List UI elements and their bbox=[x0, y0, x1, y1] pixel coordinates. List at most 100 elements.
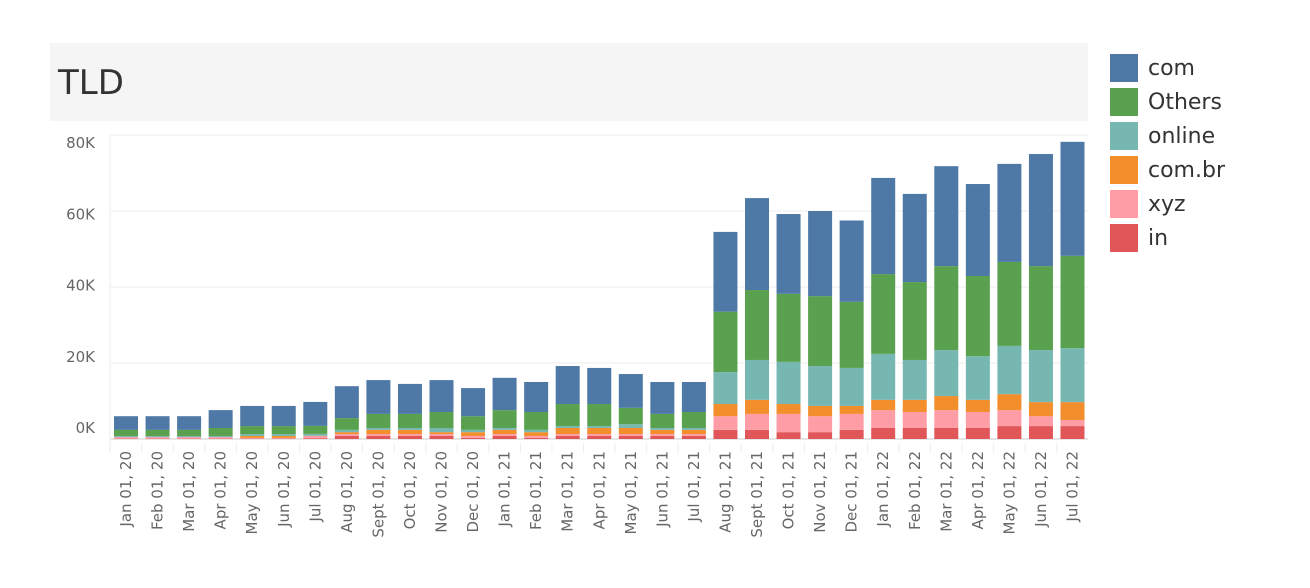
bar-segment-online bbox=[839, 367, 864, 406]
bar-segment-com-br bbox=[240, 435, 265, 438]
bar-segment-com bbox=[618, 374, 643, 408]
legend-swatch bbox=[1110, 122, 1138, 150]
bar-segment-others bbox=[902, 282, 927, 360]
bar-segment-others bbox=[524, 412, 549, 430]
chart-title: TLD bbox=[58, 63, 124, 103]
bar-segment-online bbox=[1060, 348, 1085, 403]
bar-segment-com-br bbox=[871, 399, 896, 411]
bar-segment-xyz bbox=[902, 412, 927, 428]
bar-segment-xyz bbox=[934, 410, 959, 428]
bar-segment-xyz bbox=[208, 437, 233, 439]
bar-segment-com bbox=[114, 416, 138, 430]
x-tick-label: Apr 01, 21 bbox=[590, 451, 608, 529]
bar-segment-online bbox=[366, 427, 391, 430]
bar-segment-in bbox=[555, 435, 580, 439]
bar-segment-in bbox=[997, 426, 1022, 439]
bar-segment-com-br bbox=[839, 405, 864, 414]
bar-segment-online bbox=[177, 435, 202, 438]
bar-segment-others bbox=[965, 275, 990, 357]
bar-segment-com-br bbox=[271, 435, 296, 438]
y-tick-label: 60K bbox=[66, 205, 96, 223]
bar-segment-online bbox=[713, 372, 738, 405]
bar-segment-xyz bbox=[177, 437, 202, 439]
bar-segment-online bbox=[965, 356, 990, 400]
legend-item[interactable]: online bbox=[1110, 116, 1225, 156]
bar-segment-xyz bbox=[334, 434, 359, 436]
bar-segment-in bbox=[713, 429, 738, 439]
bar-segment-in bbox=[745, 429, 769, 439]
bar-segment-online bbox=[618, 424, 643, 428]
bar-segment-com bbox=[776, 214, 801, 294]
bar-segment-online bbox=[650, 427, 675, 430]
legend-swatch bbox=[1110, 224, 1138, 252]
x-tick-label: Apr 01, 22 bbox=[969, 451, 987, 529]
bar-segment-com bbox=[934, 166, 959, 267]
bar-segment-com bbox=[334, 386, 359, 419]
legend-item[interactable]: xyz bbox=[1110, 184, 1225, 224]
bar-segment-in bbox=[871, 427, 896, 439]
bar-segment-others bbox=[871, 274, 896, 354]
bar-segment-com bbox=[745, 198, 769, 291]
bar-segment-others bbox=[1060, 255, 1085, 349]
bar-segment-in bbox=[366, 435, 391, 439]
bar-segment-online bbox=[745, 359, 769, 400]
x-tick-label: Jan 01, 22 bbox=[874, 451, 892, 528]
bar-segment-xyz bbox=[997, 410, 1022, 427]
legend-item[interactable]: Others bbox=[1110, 82, 1225, 122]
bar-segment-xyz bbox=[618, 434, 643, 436]
bar-segment-in bbox=[492, 435, 517, 439]
legend-item[interactable]: com bbox=[1110, 48, 1225, 88]
bar-segment-online bbox=[492, 427, 517, 430]
bar-segment-com bbox=[429, 380, 454, 413]
bar-segment-com-br bbox=[808, 405, 833, 417]
bar-segment-com bbox=[1060, 141, 1085, 256]
x-tick-label: Mar 01, 20 bbox=[180, 451, 198, 532]
bar-segment-com bbox=[492, 377, 517, 411]
bar-segment-online bbox=[871, 353, 896, 400]
bar-segment-online bbox=[334, 429, 359, 433]
bar-segment-in bbox=[1028, 426, 1053, 439]
x-tick-label: Oct 01, 20 bbox=[401, 451, 419, 529]
bar-segment-others bbox=[681, 412, 706, 428]
bar-segment-online bbox=[524, 429, 549, 433]
legend-item[interactable]: in bbox=[1110, 218, 1225, 258]
bar-segment-others bbox=[334, 418, 359, 430]
bar-segment-com-br bbox=[334, 432, 359, 435]
bar-segment-xyz bbox=[839, 413, 864, 430]
x-tick-label: Apr 01, 20 bbox=[212, 451, 230, 529]
stacked-bar-chart: 0K 20K 40K 60K 80K Jan 01, 20 Feb 01, 20 Mar 01… bbox=[66, 134, 1088, 538]
bar-segment-in bbox=[902, 427, 927, 439]
bar-segment-online bbox=[902, 359, 927, 400]
x-tick-label: Aug 01, 21 bbox=[716, 451, 734, 533]
bar-segment-com bbox=[177, 416, 202, 430]
legend-label: xyz bbox=[1148, 191, 1186, 217]
legend-item[interactable]: com.br bbox=[1110, 150, 1225, 190]
bar-segment-xyz bbox=[776, 413, 801, 433]
bar-segment-others bbox=[271, 426, 296, 435]
x-tick-label: Mar 01, 21 bbox=[559, 451, 577, 532]
bar-segment-xyz bbox=[271, 437, 296, 439]
x-tick-label: Mar 01, 22 bbox=[937, 451, 955, 532]
bar-segment-com-br bbox=[555, 427, 580, 435]
bar-segment-com bbox=[397, 383, 422, 414]
bar-segment-com-br bbox=[650, 429, 675, 435]
bar-segment-online bbox=[114, 435, 138, 438]
x-tick-label: Feb 01, 21 bbox=[527, 451, 545, 530]
bar-segment-xyz bbox=[681, 434, 706, 436]
bar-segment-in bbox=[334, 435, 359, 439]
bar-segment-com bbox=[303, 401, 328, 426]
bar-segment-xyz bbox=[397, 434, 422, 436]
bar-segment-others bbox=[492, 410, 517, 428]
x-tick-label: Feb 01, 20 bbox=[149, 451, 167, 530]
bar-segment-in bbox=[965, 427, 990, 439]
bar-segment-others bbox=[745, 290, 769, 360]
bar-segment-others bbox=[461, 416, 486, 430]
y-tick-label: 0K bbox=[76, 419, 97, 437]
bar-segment-online bbox=[1028, 350, 1053, 403]
bar-segment-online bbox=[461, 429, 486, 433]
bar-segment-online bbox=[776, 361, 801, 405]
x-tick-label: Jul 01, 22 bbox=[1064, 451, 1082, 523]
bar-segment-com-br bbox=[745, 399, 769, 414]
bar-segment-xyz bbox=[587, 434, 612, 436]
legend-label: Others bbox=[1148, 89, 1222, 115]
